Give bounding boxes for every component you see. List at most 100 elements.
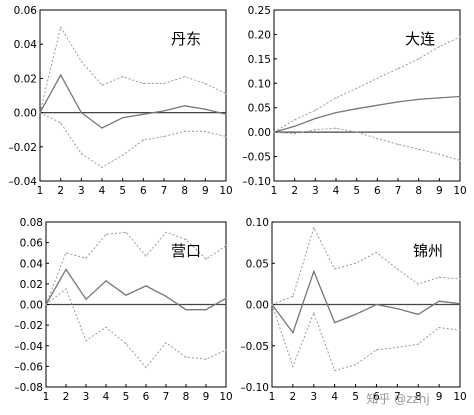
y-tick-label: 0.00 bbox=[14, 108, 37, 120]
series-upper-point bbox=[165, 231, 167, 233]
series-response-point bbox=[438, 300, 440, 302]
series-upper-point bbox=[438, 46, 440, 48]
series-response-point bbox=[163, 110, 165, 112]
y-tick-label: –0.08 bbox=[14, 382, 43, 394]
series-response-point bbox=[354, 313, 357, 315]
series-lower-point bbox=[142, 139, 144, 141]
series-upper-point bbox=[125, 231, 127, 233]
y-tick-label: 0.02 bbox=[20, 279, 43, 291]
x-tick-label: 3 bbox=[310, 391, 317, 403]
series-lower-point bbox=[204, 130, 206, 133]
x-tick-label: 3 bbox=[78, 185, 85, 197]
series-response-point bbox=[356, 108, 358, 110]
x-tick-label: 8 bbox=[415, 185, 422, 197]
series-lower-point bbox=[145, 366, 147, 369]
watermark-text: 知乎 @zzhj bbox=[366, 392, 429, 406]
panel-title: 营口 bbox=[171, 242, 201, 260]
series-lower-point bbox=[101, 166, 103, 168]
y-tick-label: 0.06 bbox=[20, 238, 44, 250]
series-response-point bbox=[417, 313, 419, 315]
y-tick-label: –0.02 bbox=[14, 320, 43, 332]
y-tick-label: –0.05 bbox=[240, 341, 269, 353]
series-upper-point bbox=[142, 82, 144, 85]
x-tick-label: 8 bbox=[183, 391, 190, 403]
series-upper-point bbox=[184, 76, 186, 78]
series-upper-point bbox=[225, 93, 227, 95]
series-response-point bbox=[376, 104, 378, 106]
x-tick-label: 9 bbox=[436, 391, 443, 403]
series-lower-point bbox=[271, 303, 273, 306]
x-tick-label: 2 bbox=[63, 391, 70, 403]
x-tick-label: 5 bbox=[123, 391, 130, 403]
series-lower-point bbox=[273, 131, 275, 133]
series-upper-point bbox=[334, 268, 336, 270]
y-tick-label: 0.15 bbox=[248, 54, 271, 66]
series-lower-point bbox=[397, 143, 399, 145]
series-upper-line bbox=[271, 226, 461, 305]
panel-2: 0.25 0.20 0.15 0.10 0.05 0.00 –0.05 –0.101 2 3 4 5 6… bbox=[242, 5, 466, 197]
y-tick-label: 0.04 bbox=[14, 39, 38, 51]
series-lower-point bbox=[225, 135, 227, 138]
y-tick-label: 0.00 bbox=[246, 300, 269, 312]
y-tick-label: 0.06 bbox=[14, 5, 38, 17]
x-tick-label: 4 bbox=[333, 185, 340, 197]
x-tick-label: 1 bbox=[271, 185, 278, 197]
x-tick-label: 9 bbox=[436, 185, 443, 197]
series-lower-line bbox=[273, 127, 461, 161]
y-tick-label: 0.08 bbox=[20, 217, 43, 229]
series-lower-point bbox=[375, 349, 378, 351]
series-upper-point bbox=[101, 84, 103, 86]
series-lower-point bbox=[459, 159, 461, 162]
series-response-point bbox=[225, 297, 227, 299]
series-upper-point bbox=[145, 255, 147, 257]
series-lower-point bbox=[294, 133, 296, 135]
series-response-point bbox=[165, 295, 167, 297]
y-tick-label: –0.05 bbox=[242, 152, 271, 164]
x-tick-label: 8 bbox=[181, 185, 188, 197]
series-upper-point bbox=[314, 109, 316, 111]
series-response-point bbox=[397, 101, 399, 103]
series-upper-point bbox=[65, 252, 67, 254]
series-upper-point bbox=[294, 119, 296, 121]
x-tick-label: 10 bbox=[453, 391, 466, 403]
x-tick-label: 6 bbox=[140, 185, 147, 197]
series-response-point bbox=[396, 308, 398, 310]
series-upper-point bbox=[80, 60, 82, 62]
series-upper-point bbox=[225, 245, 227, 247]
x-tick-label: 4 bbox=[103, 391, 110, 403]
series-lower-point bbox=[313, 312, 315, 314]
series-response-point bbox=[459, 95, 461, 98]
series-response-point bbox=[101, 127, 103, 129]
series-upper-point bbox=[418, 58, 420, 60]
series-upper-point bbox=[292, 295, 294, 297]
series-response-point bbox=[60, 74, 62, 76]
y-tick-label: 0.05 bbox=[248, 103, 271, 115]
y-tick-label: 0.10 bbox=[248, 78, 271, 90]
series-upper-point bbox=[376, 77, 378, 79]
y-tick-label: –0.10 bbox=[240, 382, 269, 394]
x-tick-label: 9 bbox=[202, 185, 209, 197]
series-upper-point bbox=[397, 68, 399, 70]
series-upper-point bbox=[313, 227, 315, 229]
x-tick-label: 2 bbox=[291, 185, 298, 197]
x-tick-label: 7 bbox=[161, 185, 168, 197]
series-upper-line bbox=[39, 25, 227, 113]
x-tick-label: 4 bbox=[331, 391, 338, 403]
y-tick-label: 0.10 bbox=[246, 217, 269, 229]
series-lower-point bbox=[418, 148, 420, 150]
series-response-point bbox=[418, 98, 420, 101]
series-lower-point bbox=[438, 153, 440, 155]
series-lower-point bbox=[356, 131, 358, 133]
x-tick-label: 2 bbox=[57, 185, 64, 197]
series-response-point bbox=[459, 303, 461, 305]
series-upper-point bbox=[105, 233, 107, 235]
plot-frame bbox=[39, 9, 227, 182]
series-lower-point bbox=[292, 365, 294, 367]
series-upper-point bbox=[459, 36, 461, 38]
y-tick-label: –0.02 bbox=[8, 142, 37, 154]
series-response-line bbox=[271, 269, 461, 334]
series-lower-point bbox=[334, 369, 336, 372]
series-lower-point bbox=[85, 339, 87, 342]
y-tick-label: 0.04 bbox=[20, 258, 44, 270]
series-upper-point bbox=[459, 278, 461, 280]
